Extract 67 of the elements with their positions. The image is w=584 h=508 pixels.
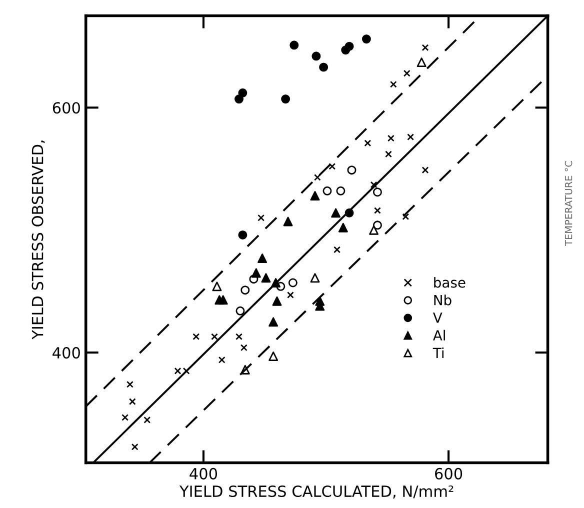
point xyxy=(347,166,356,175)
point xyxy=(251,268,261,278)
point xyxy=(407,134,414,140)
point xyxy=(372,220,382,230)
point xyxy=(334,246,341,254)
point xyxy=(374,207,381,214)
point xyxy=(144,416,151,424)
point xyxy=(268,317,278,327)
point xyxy=(258,254,268,263)
legend-label: Al xyxy=(433,330,445,340)
point xyxy=(258,214,265,222)
point xyxy=(403,70,410,77)
point xyxy=(387,134,394,142)
point xyxy=(211,333,218,340)
point xyxy=(362,34,371,44)
point xyxy=(315,296,325,306)
x-axis-title: YIELD STRESS CALCULATED, N/mm² xyxy=(179,485,454,499)
point xyxy=(319,62,328,72)
point xyxy=(131,443,138,450)
point xyxy=(240,286,250,295)
point xyxy=(240,344,248,352)
point xyxy=(283,216,293,226)
point xyxy=(272,296,282,306)
point xyxy=(312,52,321,61)
point xyxy=(314,174,321,181)
legend-label: Nb xyxy=(434,294,452,306)
legend-label: Ti xyxy=(432,347,444,358)
point xyxy=(281,94,290,104)
point xyxy=(288,278,298,288)
point xyxy=(385,150,392,158)
point xyxy=(236,333,242,340)
point xyxy=(402,213,410,220)
point xyxy=(236,306,245,316)
point xyxy=(218,356,226,364)
point xyxy=(234,94,244,104)
point xyxy=(128,398,136,406)
point xyxy=(338,222,348,232)
point xyxy=(416,58,426,68)
point xyxy=(287,292,294,298)
point xyxy=(126,380,134,388)
point xyxy=(331,208,341,218)
point xyxy=(336,186,346,196)
point xyxy=(390,80,397,88)
legend-label: base xyxy=(434,277,466,288)
point xyxy=(310,191,320,201)
point xyxy=(192,333,200,340)
point xyxy=(268,351,278,361)
point xyxy=(212,282,222,292)
point xyxy=(372,188,382,197)
point xyxy=(364,140,372,147)
point xyxy=(261,273,271,283)
point xyxy=(310,273,320,283)
point xyxy=(369,225,379,235)
point xyxy=(344,42,354,51)
point xyxy=(122,414,129,421)
point xyxy=(422,44,429,52)
point xyxy=(322,186,332,196)
point xyxy=(328,162,336,170)
point xyxy=(290,40,299,50)
point xyxy=(370,181,378,188)
point xyxy=(238,230,248,240)
point xyxy=(218,295,228,305)
text: TEMPERATURE °C xyxy=(564,161,572,246)
y-axis-title: YIELD STRESS OBSERVED, xyxy=(32,140,45,340)
point xyxy=(422,166,429,174)
point xyxy=(238,88,248,98)
legend-label: V xyxy=(433,312,442,323)
